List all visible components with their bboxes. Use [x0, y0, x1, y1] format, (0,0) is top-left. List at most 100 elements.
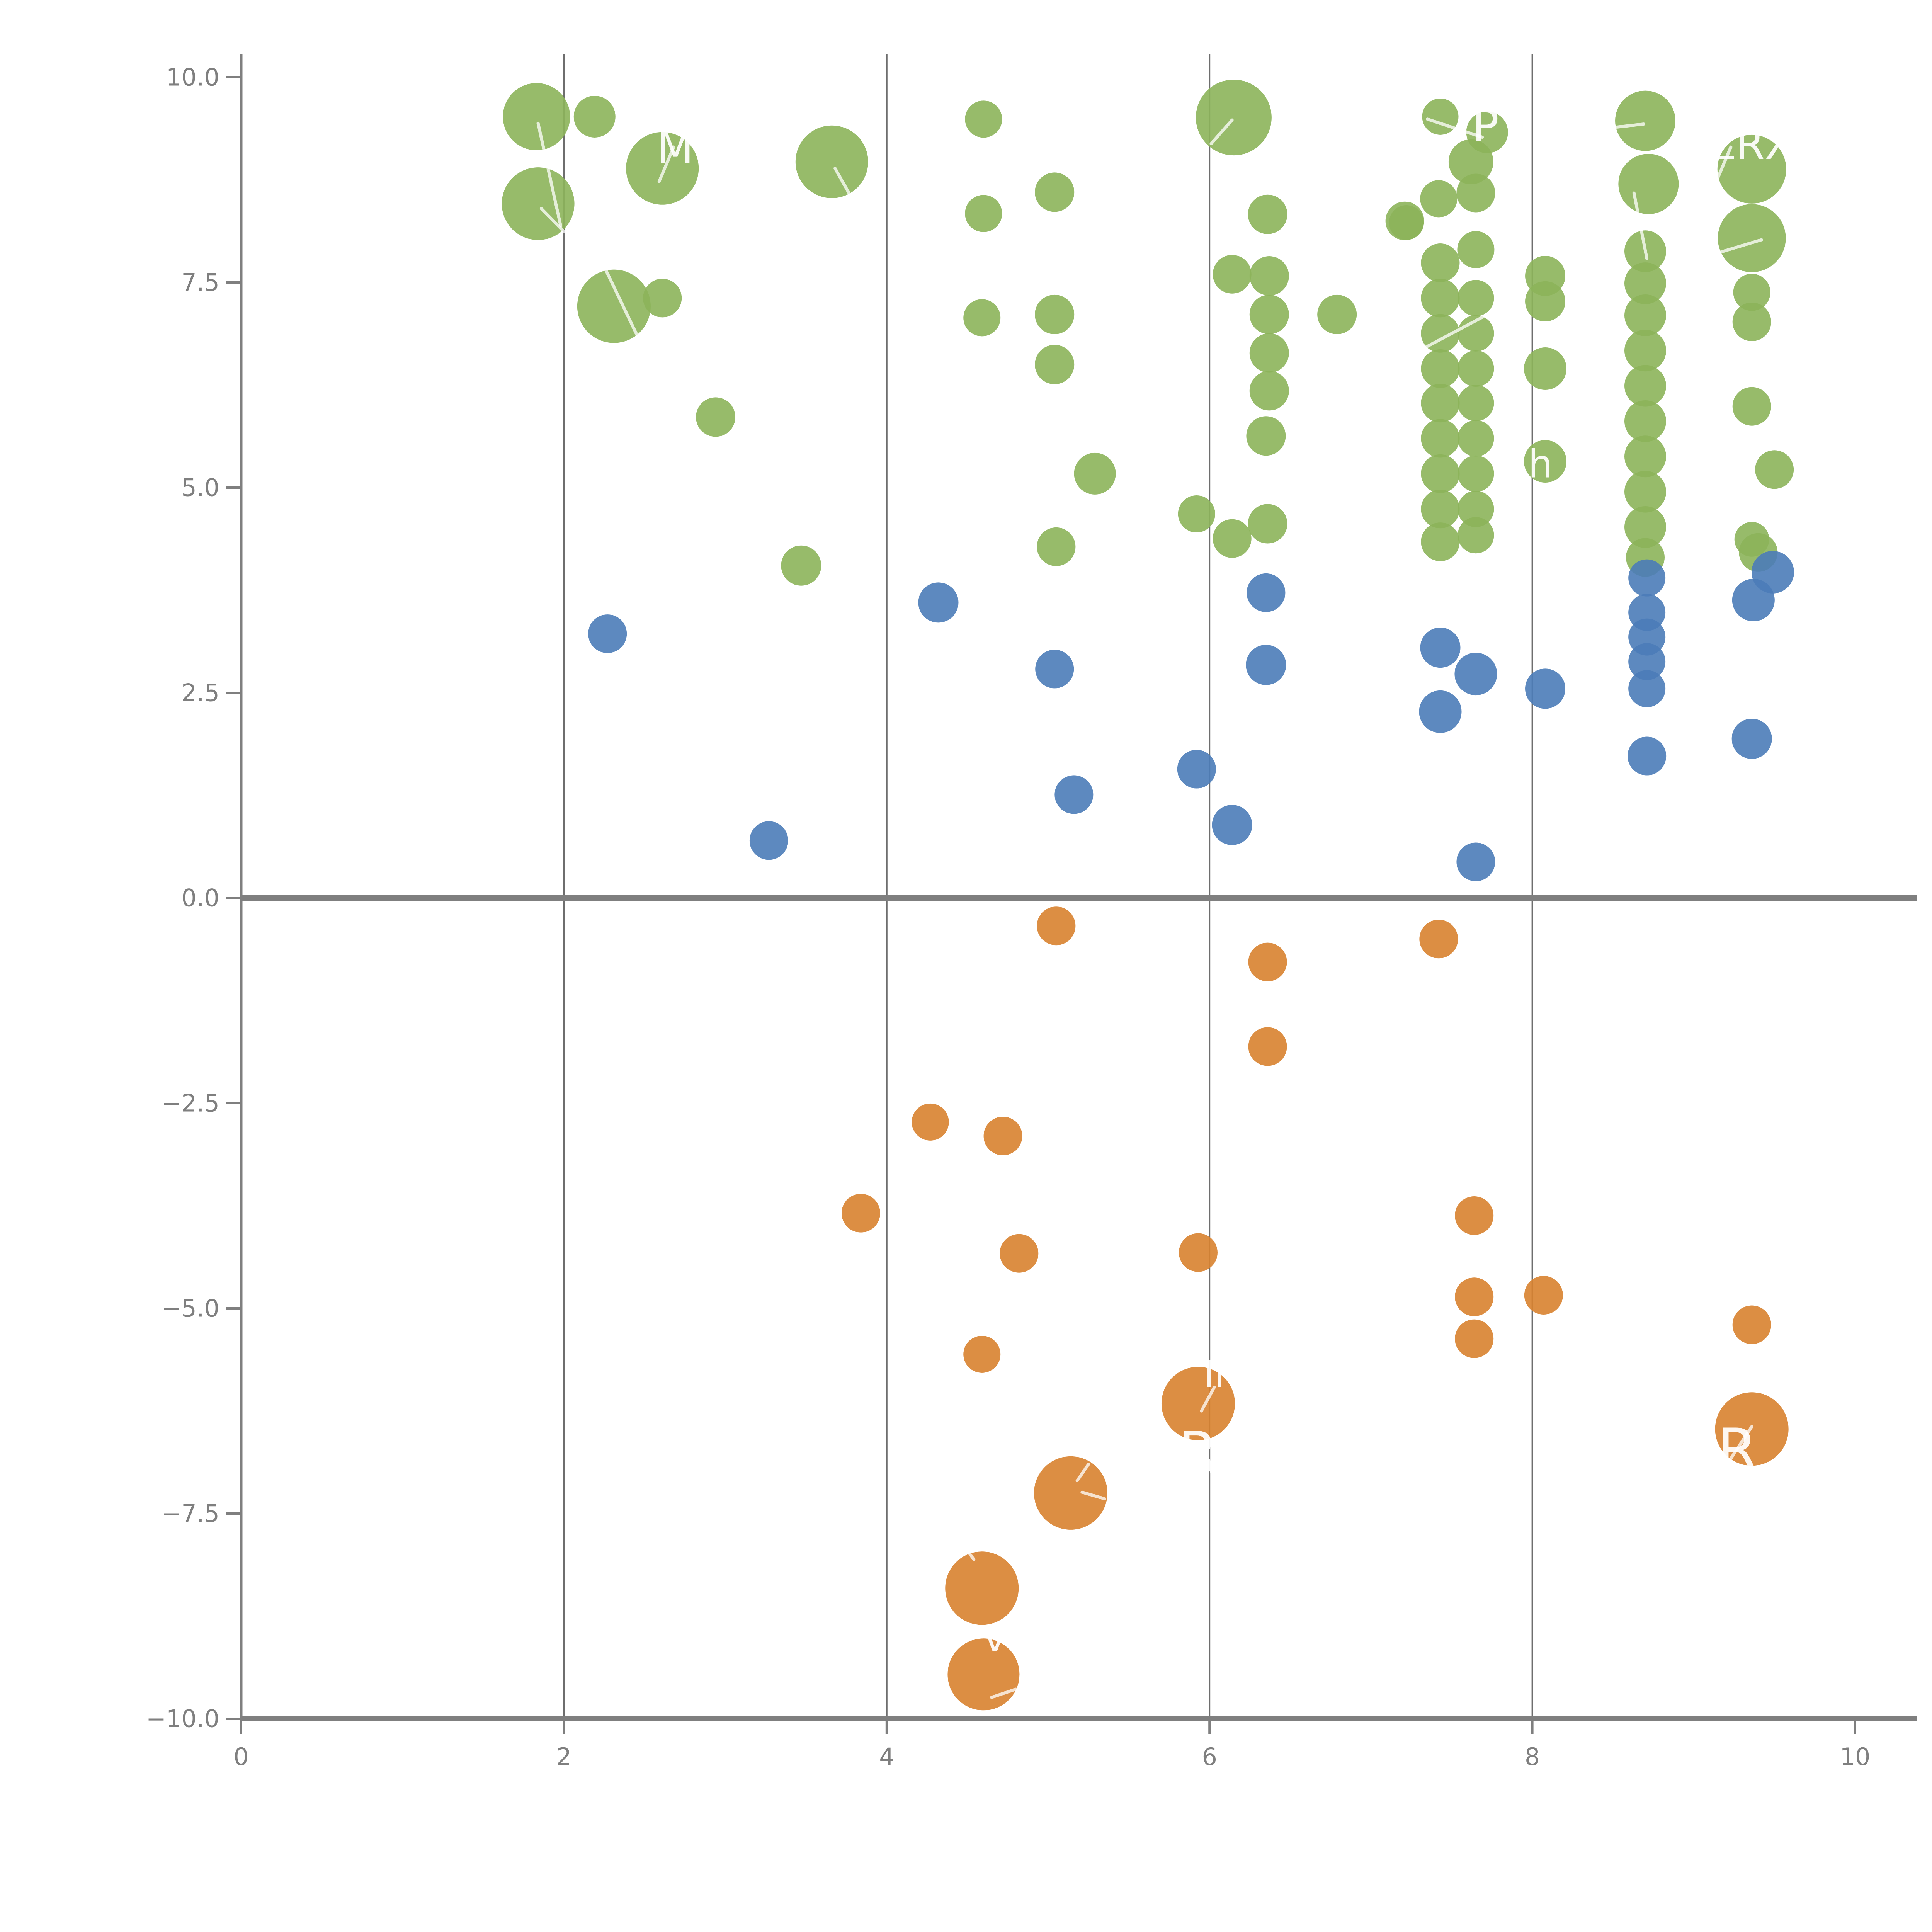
annotation-label: v — [984, 1617, 1006, 1660]
bubble-orange — [1419, 920, 1458, 959]
leader-line — [1209, 118, 1234, 146]
bubble-green — [781, 545, 821, 586]
bubble-orange — [945, 1551, 1019, 1625]
annotation-label: ZRX — [1707, 121, 1793, 169]
x-tick-label: 8 — [1525, 1743, 1540, 1771]
bubble-orange — [1455, 1319, 1494, 1358]
x-tick-label: 2 — [556, 1743, 571, 1771]
annotation-label: R — [1717, 1417, 1757, 1484]
bubble-orange — [1034, 1456, 1107, 1530]
bubble-green — [1718, 204, 1786, 272]
bubble-green — [577, 269, 651, 343]
leader-line — [956, 1536, 976, 1561]
bubble-blue — [1247, 573, 1286, 612]
bubble-green — [1448, 139, 1493, 184]
bubble-green — [1624, 435, 1666, 478]
leader-line — [536, 121, 563, 228]
bubble-green — [1035, 172, 1075, 212]
bubble-blue — [1628, 670, 1666, 707]
bubble-green — [1524, 440, 1567, 483]
x-tick-label: 4 — [879, 1743, 894, 1771]
bubble-green — [1624, 365, 1666, 407]
bubble-green — [1421, 419, 1460, 458]
bubble-green — [1525, 281, 1566, 321]
leader-line — [990, 1687, 1017, 1699]
y-tick-label: 2.5 — [181, 679, 219, 707]
bubble-green — [1213, 519, 1252, 558]
bubble-blue — [1212, 804, 1252, 845]
leader-line — [1419, 308, 1498, 352]
x-tick-label: 10 — [1840, 1743, 1871, 1771]
bubble-green — [1422, 98, 1459, 135]
bubble-orange — [912, 1103, 949, 1141]
bubble-green — [1458, 280, 1494, 316]
bubble-orange — [1161, 1367, 1235, 1440]
bubble-blue — [1732, 578, 1775, 621]
bubble-green — [1717, 134, 1786, 204]
y-tick-label: 5.0 — [181, 474, 219, 502]
bubble-green — [1421, 384, 1460, 423]
annotation-label: R — [1178, 1420, 1218, 1487]
y-tick-label: −2.5 — [161, 1089, 219, 1117]
bubble-orange — [1524, 1276, 1563, 1315]
bubble-green — [1035, 345, 1075, 384]
bubble-orange — [841, 1194, 880, 1233]
bubble-green — [1246, 416, 1286, 456]
bubble-green — [1457, 231, 1495, 269]
bubble-orange — [983, 1116, 1022, 1155]
leader-line — [1075, 1463, 1090, 1483]
bubble-green — [1421, 454, 1460, 493]
bubble-blue — [1420, 628, 1461, 668]
bubble-blue — [1628, 643, 1666, 680]
bubble-orange — [1248, 942, 1287, 981]
bubble-green — [1458, 385, 1494, 422]
bubble-blue — [918, 582, 959, 623]
bubble-green — [1317, 294, 1357, 334]
leader-line — [1426, 117, 1484, 139]
bubble-green — [643, 279, 682, 318]
leader-line — [604, 269, 669, 400]
bubble-green — [1618, 154, 1679, 214]
bubble-green — [1624, 471, 1666, 513]
bubble-green — [1421, 243, 1460, 282]
bubble-orange — [963, 1335, 1001, 1373]
y-tick-label: −5.0 — [161, 1294, 219, 1323]
bubble-green — [1458, 491, 1494, 527]
leader-line — [1613, 122, 1645, 129]
annotation-label: Il — [1204, 1353, 1225, 1396]
bubble-green — [1178, 495, 1215, 532]
bubble-blue — [1731, 718, 1772, 759]
bubble-green — [1624, 400, 1666, 442]
bubble-green — [1524, 347, 1567, 390]
annotation-label: P — [1472, 100, 1499, 152]
bubble-green — [1624, 294, 1666, 336]
bubble-blue — [1454, 653, 1497, 696]
bubble-green — [1389, 205, 1424, 240]
bubble-green — [1732, 387, 1771, 426]
bubble-green — [1458, 420, 1494, 457]
bubble-blue — [1456, 842, 1495, 881]
leader-line — [539, 207, 566, 233]
bubble-blue — [588, 614, 627, 653]
bubble-orange — [1000, 1234, 1039, 1273]
bubble-green — [696, 397, 736, 437]
y-tick-label: −10.0 — [146, 1705, 219, 1733]
leader-line — [1723, 1425, 1753, 1470]
bubble-orange — [1248, 1027, 1287, 1066]
bubble-green — [1249, 333, 1289, 373]
bubble-green — [1421, 522, 1460, 561]
bubble-green — [1624, 262, 1666, 304]
bubble-green — [1755, 450, 1794, 489]
bubble-green — [1456, 173, 1495, 213]
leader-line — [1080, 1490, 1106, 1500]
bubble-green — [1035, 294, 1075, 334]
bubble-orange — [947, 1638, 1020, 1711]
bubble-blue — [1525, 668, 1566, 709]
bubble-green — [795, 125, 868, 198]
bubble-green — [1249, 371, 1289, 411]
bubble-blue — [1419, 690, 1462, 733]
bubble-blue — [1246, 645, 1286, 685]
leader-line — [1716, 238, 1763, 255]
bubble-green — [1624, 506, 1666, 548]
